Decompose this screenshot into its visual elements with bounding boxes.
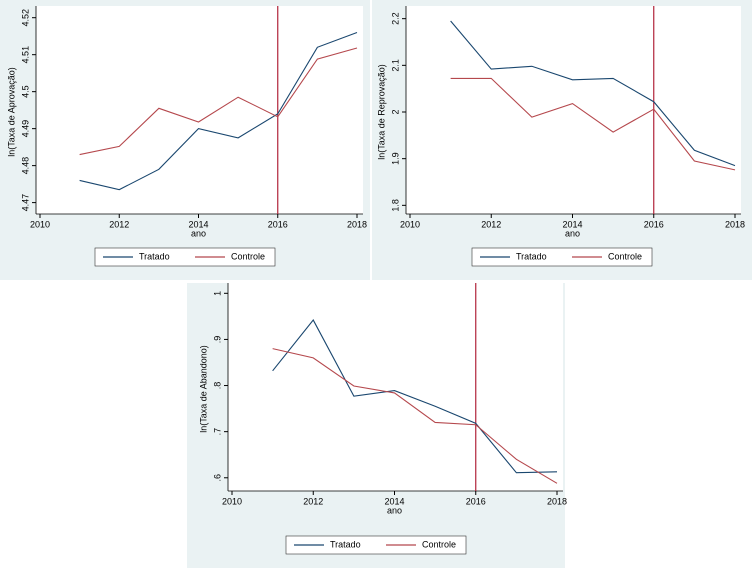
series-line <box>79 47 358 156</box>
x-tick-label: 2018 <box>725 219 745 229</box>
x-tick-label: 2012 <box>303 496 323 506</box>
x-axis-title: ano <box>565 228 580 238</box>
y-tick-label: 2 <box>390 109 400 114</box>
chart-panel: 1.8 1.9 2 2.1 2.2 2010 2012 2014 2016 2018 ano ln(T… <box>372 0 752 280</box>
chart-panel: .6 .7 .8 .9 1 2010 2012 2014 2016 2018 ano ln(Taxa … <box>187 283 567 568</box>
x-tick-label: 2012 <box>481 219 501 229</box>
y-tick-label: 4.47 <box>20 194 30 212</box>
y-tick-label: .8 <box>212 382 222 390</box>
legend-label: Tratado <box>139 251 170 261</box>
y-tick-label: 4.48 <box>20 157 30 175</box>
y-tick-label: 1 <box>212 291 222 296</box>
y-tick-label: 4.49 <box>20 120 30 138</box>
x-tick-label: 2018 <box>347 219 367 229</box>
series-line <box>450 20 736 167</box>
x-tick-label: 2016 <box>268 219 288 229</box>
series-line <box>272 348 558 484</box>
x-tick-label: 2010 <box>400 219 420 229</box>
x-tick-label: 2010 <box>30 219 50 229</box>
series-line <box>79 31 358 191</box>
legend-box <box>471 247 653 267</box>
plot-area <box>36 6 363 214</box>
series-line <box>450 77 736 171</box>
legend-label: Controle <box>422 539 456 549</box>
x-tick-label: 2010 <box>222 496 242 506</box>
y-tick-label: 1.8 <box>390 199 400 212</box>
legend-label: Tratado <box>516 251 547 261</box>
y-tick-label: 1.9 <box>390 152 400 165</box>
legend-box <box>94 247 276 267</box>
y-tick-label: .7 <box>212 428 222 436</box>
x-tick-label: 2012 <box>109 219 129 229</box>
series-line <box>272 319 558 474</box>
y-axis-title: ln(Taxa de Aprovação) <box>6 67 16 157</box>
x-tick-label: 2016 <box>644 219 664 229</box>
y-tick-label: 4.52 <box>20 9 30 27</box>
x-tick-label: 2014 <box>188 219 208 229</box>
chart-panel: 4.47 4.48 4.49 4.5 4.51 4.52 2010 2012 2014 2016 2… <box>0 0 370 280</box>
plot-area <box>228 283 563 491</box>
x-tick-label: 2016 <box>466 496 486 506</box>
legend-label: Tratado <box>330 539 361 549</box>
legend-label: Controle <box>608 251 642 261</box>
legend-box <box>285 535 467 555</box>
x-tick-label: 2014 <box>562 219 582 229</box>
y-tick-label: 4.51 <box>20 46 30 64</box>
x-axis-title: ano <box>387 505 402 515</box>
x-tick-label: 2018 <box>547 496 567 506</box>
y-tick-label: 2.1 <box>390 59 400 72</box>
plot-area <box>406 6 741 214</box>
y-axis-title: ln(Taxa de Abandono) <box>198 345 208 433</box>
legend-label: Controle <box>231 251 265 261</box>
y-tick-label: 4.5 <box>20 85 30 98</box>
y-axis-title: ln(Taxa de Reprovação) <box>376 64 386 160</box>
x-axis-title: ano <box>191 228 206 238</box>
y-tick-label: .9 <box>212 336 222 344</box>
x-tick-label: 2014 <box>384 496 404 506</box>
y-tick-label: 2.2 <box>390 12 400 25</box>
y-tick-label: .6 <box>212 474 222 482</box>
